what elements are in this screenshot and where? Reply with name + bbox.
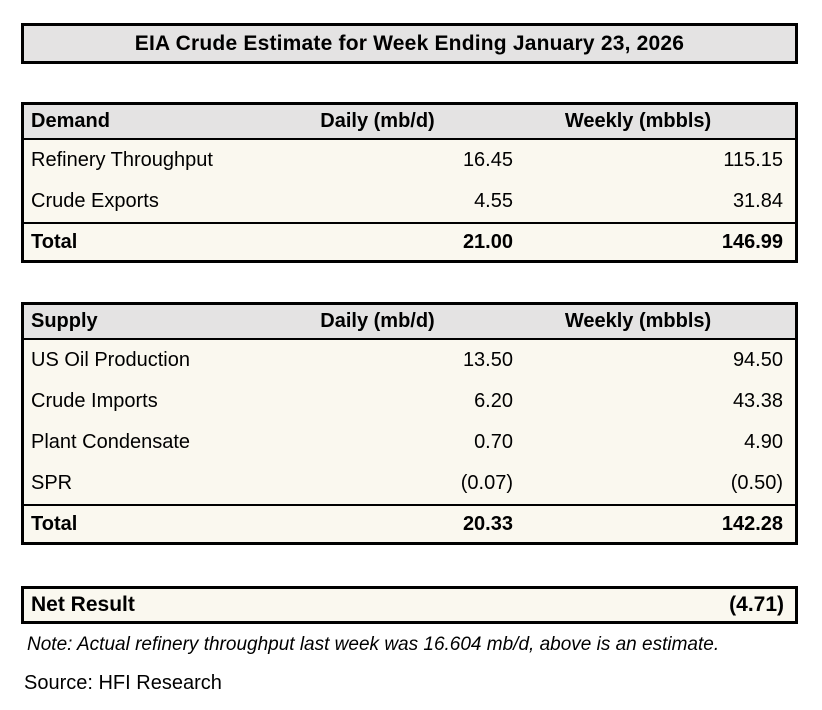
daily-column-header: Daily (mb/d)	[320, 310, 435, 332]
row-label: SPR	[31, 472, 73, 494]
daily-value: 6.20	[474, 390, 513, 412]
total-daily-value: 20.33	[462, 512, 513, 535]
row-label: US Oil Production	[31, 349, 190, 371]
total-weekly-value: 146.99	[721, 230, 783, 253]
supply-total-row: Total 20.33 142.28	[24, 504, 795, 542]
weekly-value: 43.38	[732, 390, 783, 412]
demand-table: Demand Daily (mb/d) Weekly (mbbls) Refin…	[21, 102, 798, 263]
total-daily-value: 21.00	[462, 230, 513, 253]
table-row-spr: SPR (0.07) (0.50)	[24, 463, 795, 504]
demand-total-row: Total 21.00 146.99	[24, 222, 795, 260]
weekly-value: 4.90	[744, 431, 783, 453]
weekly-column-header: Weekly (mbbls)	[564, 310, 712, 332]
row-label: Crude Imports	[31, 390, 158, 412]
daily-value: 4.55	[474, 190, 513, 212]
net-result-box: Net Result (4.71)	[21, 586, 798, 624]
table-row-refinery-throughput: Refinery Throughput 16.45 115.15	[24, 140, 795, 181]
daily-value: 16.45	[462, 149, 513, 171]
weekly-value: 31.84	[732, 190, 783, 212]
daily-value: 0.70	[474, 431, 513, 453]
total-label: Total	[31, 512, 78, 535]
demand-header-row: Demand Daily (mb/d) Weekly (mbbls)	[24, 105, 795, 140]
row-label: Crude Exports	[31, 190, 159, 212]
weekly-column-header: Weekly (mbbls)	[564, 110, 712, 132]
weekly-value: (0.50)	[730, 472, 783, 494]
table-row-plant-condensate: Plant Condensate 0.70 4.90	[24, 422, 795, 463]
net-result-label: Net Result	[31, 593, 135, 616]
demand-column-header: Demand	[31, 110, 110, 132]
daily-value: 13.50	[462, 349, 513, 371]
table-row-us-oil-production: US Oil Production 13.50 94.50	[24, 340, 795, 381]
total-weekly-value: 142.28	[721, 512, 783, 535]
supply-table: Supply Daily (mb/d) Weekly (mbbls) US Oi…	[21, 302, 798, 545]
row-label: Plant Condensate	[31, 431, 191, 453]
supply-header-row: Supply Daily (mb/d) Weekly (mbbls)	[24, 305, 795, 340]
weekly-value: 115.15	[723, 149, 783, 171]
row-label: Refinery Throughput	[31, 149, 213, 171]
net-result-value: (4.71)	[729, 593, 784, 616]
page-title: EIA Crude Estimate for Week Ending Janua…	[134, 31, 685, 55]
total-label: Total	[31, 230, 78, 253]
footnote: Note: Actual refinery throughput last we…	[27, 634, 720, 655]
title-bar: EIA Crude Estimate for Week Ending Janua…	[21, 23, 798, 64]
supply-column-header: Supply	[31, 310, 98, 332]
weekly-value: 94.50	[732, 349, 783, 371]
daily-value: (0.07)	[460, 472, 513, 494]
table-row-crude-exports: Crude Exports 4.55 31.84	[24, 181, 795, 222]
table-row-crude-imports: Crude Imports 6.20 43.38	[24, 381, 795, 422]
daily-column-header: Daily (mb/d)	[320, 110, 435, 132]
source-attribution: Source: HFI Research	[24, 672, 222, 694]
